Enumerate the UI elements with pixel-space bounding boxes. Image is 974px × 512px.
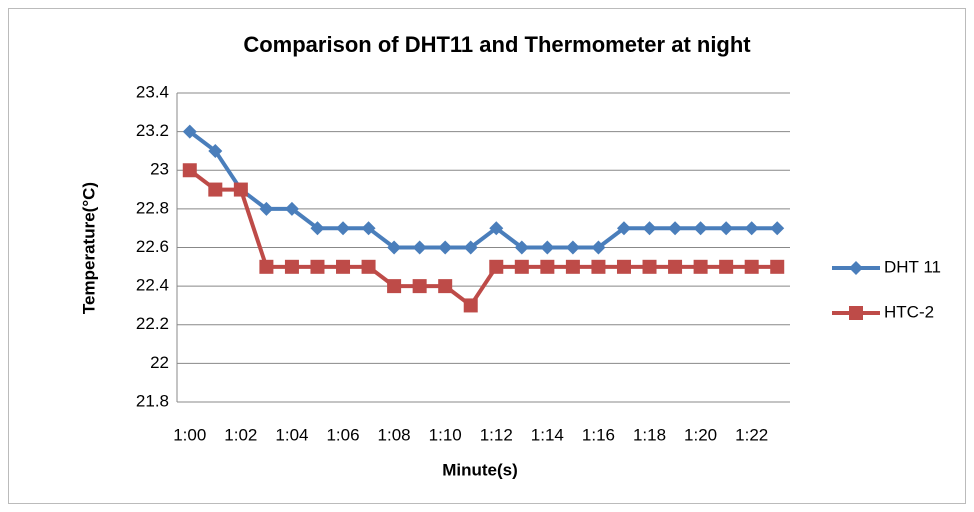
point: [514, 240, 529, 255]
y-tick-label: 22.8: [136, 198, 169, 217]
x-tick-label: 1:16: [582, 425, 615, 444]
point: [489, 259, 504, 274]
x-axis-label: Minute(s): [442, 460, 518, 479]
y-tick-label: 22: [150, 353, 169, 372]
legend-label: DHT 11: [884, 257, 941, 276]
legend-marker: [849, 261, 863, 275]
point: [591, 240, 606, 255]
point: [208, 182, 223, 197]
x-tick-label: 1:18: [633, 425, 666, 444]
point: [540, 240, 555, 255]
y-tick-label: 22.4: [136, 276, 169, 295]
point: [668, 221, 683, 236]
point: [693, 259, 708, 274]
point: [182, 124, 197, 139]
point: [616, 221, 631, 236]
point: [336, 221, 351, 236]
legend-label: HTC-2: [884, 302, 934, 321]
point: [361, 221, 376, 236]
y-axis-label: Temperature(°C): [79, 182, 98, 314]
y-tick-label: 23.4: [136, 82, 169, 101]
point: [412, 240, 427, 255]
point: [284, 259, 299, 274]
point: [719, 259, 734, 274]
point: [540, 259, 555, 274]
point: [565, 240, 580, 255]
x-tick-label: 1:04: [275, 425, 308, 444]
point: [310, 221, 325, 236]
y-tick-label: 22.2: [136, 314, 169, 333]
x-tick-label: 1:20: [684, 425, 717, 444]
x-tick-label: 1:14: [531, 425, 564, 444]
y-tick-label: 22.6: [136, 237, 169, 256]
y-tick-label: 21.8: [136, 391, 169, 410]
point: [387, 240, 402, 255]
point: [361, 259, 376, 274]
point: [719, 221, 734, 236]
y-tick-label: 23.2: [136, 121, 169, 140]
point: [642, 221, 657, 236]
point: [463, 240, 478, 255]
x-tick-label: 1:10: [429, 425, 462, 444]
x-tick-label: 1:08: [378, 425, 411, 444]
chart-border: [8, 8, 966, 504]
x-tick-label: 1:00: [173, 425, 206, 444]
y-tick-label: 23: [150, 160, 169, 179]
point: [233, 182, 248, 197]
point: [565, 259, 580, 274]
point: [259, 201, 274, 216]
point: [693, 221, 708, 236]
x-tick-label: 1:22: [735, 425, 768, 444]
point: [616, 259, 631, 274]
point: [489, 221, 504, 236]
point: [744, 221, 759, 236]
legend-marker: [849, 306, 863, 320]
point: [284, 201, 299, 216]
x-tick-label: 1:06: [326, 425, 359, 444]
point: [310, 259, 325, 274]
point: [463, 298, 478, 313]
point: [336, 259, 351, 274]
point: [387, 279, 402, 294]
point: [182, 163, 197, 178]
point: [642, 259, 657, 274]
point: [438, 279, 453, 294]
point: [744, 259, 759, 274]
point: [438, 240, 453, 255]
point: [668, 259, 683, 274]
point: [591, 259, 606, 274]
chart-title: Comparison of DHT11 and Thermometer at n…: [243, 32, 751, 57]
point: [208, 143, 223, 158]
point: [770, 259, 785, 274]
point: [514, 259, 529, 274]
x-tick-label: 1:02: [224, 425, 257, 444]
point: [412, 279, 427, 294]
x-tick-label: 1:12: [480, 425, 513, 444]
point: [770, 221, 785, 236]
point: [259, 259, 274, 274]
